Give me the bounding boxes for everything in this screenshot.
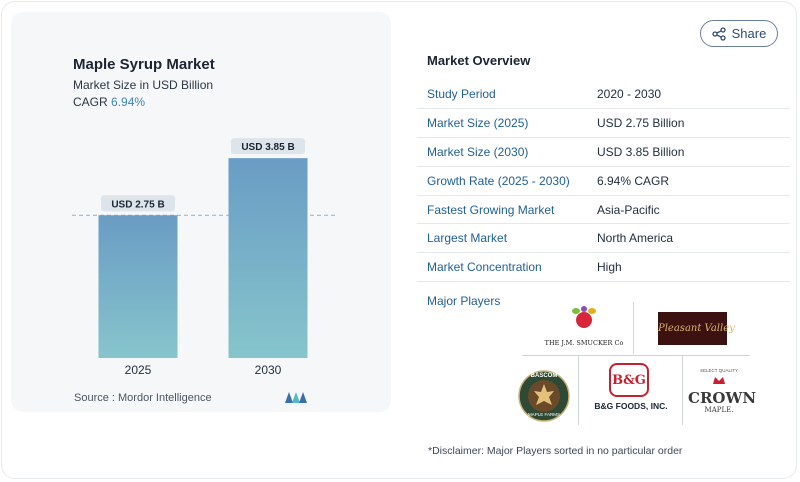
bascom-bottom-text: MAPLE FARMS bbox=[527, 412, 560, 417]
bascom-badge-icon bbox=[518, 370, 570, 422]
data-label: USD 2.75 B bbox=[111, 199, 164, 210]
pleasant-valley-logo: Pleasant Valley bbox=[658, 312, 735, 345]
overview-value: 2020 - 2030 bbox=[597, 86, 662, 101]
overview-key: Growth Rate (2025 - 2030) bbox=[427, 173, 570, 188]
bar-chart: USD 2.75 B 2025 USD 3.85 B 2030 bbox=[72, 138, 338, 377]
overview-key: Fastest Growing Market bbox=[427, 202, 555, 217]
x-tick-label: 2025 bbox=[125, 363, 152, 377]
overview-value: USD 2.75 Billion bbox=[597, 115, 685, 130]
overview-row: Market Size (2025) USD 2.75 Billion bbox=[417, 109, 790, 138]
source-note: Source : Mordor Intelligence bbox=[74, 392, 212, 404]
share-icon bbox=[711, 26, 726, 41]
cagr-value: 6.94% bbox=[111, 95, 146, 109]
chart-subtitle: Market Size in USD Billion bbox=[73, 78, 214, 92]
data-label-bg bbox=[231, 138, 305, 155]
overview-value: Asia-Pacific bbox=[597, 202, 660, 217]
players-divider bbox=[633, 302, 634, 354]
overview-key: Market Size (2025) bbox=[427, 115, 529, 130]
players-divider bbox=[522, 355, 750, 356]
crown-sub: MAPLE. bbox=[704, 406, 734, 414]
overview-row: Study Period 2020 - 2030 bbox=[417, 80, 790, 109]
overview-row: Largest Market North America bbox=[417, 224, 790, 254]
overview-table: Study Period 2020 - 2030 Market Size (20… bbox=[417, 80, 790, 283]
crown-name: CROWN bbox=[688, 389, 757, 407]
overview-title: Market Overview bbox=[427, 53, 531, 68]
overview-key: Largest Market bbox=[427, 231, 508, 246]
bg-mark: B&G bbox=[612, 372, 646, 388]
overview-row: Fastest Growing Market Asia-Pacific bbox=[417, 196, 790, 225]
share-button[interactable]: Share bbox=[700, 20, 778, 47]
players-divider bbox=[578, 355, 579, 425]
disclaimer-note: *Disclaimer: Major Players sorted in no … bbox=[428, 445, 683, 457]
x-tick-label: 2030 bbox=[255, 363, 282, 377]
strawberry-icon bbox=[572, 306, 596, 328]
bar-2025 bbox=[98, 215, 178, 358]
crown-icon bbox=[713, 377, 725, 384]
overview-value: High bbox=[597, 260, 622, 275]
overview-value: USD 3.85 Billion bbox=[597, 144, 685, 159]
overview-key: Market Size (2030) bbox=[427, 144, 529, 159]
crown-top-text: SELECT QUALITY bbox=[700, 368, 738, 373]
crown-maple-logo: SELECT QUALITY CROWN MAPLE. bbox=[688, 368, 757, 420]
overview-key: Market Concentration bbox=[427, 260, 542, 275]
smucker-name: THE J.M. SMUCKER Co bbox=[544, 339, 624, 347]
overview-row: Market Size (2030) USD 3.85 Billion bbox=[417, 138, 790, 167]
data-label: USD 3.85 B bbox=[241, 142, 294, 153]
mordor-logo-icon bbox=[285, 392, 307, 403]
chart-card bbox=[11, 12, 391, 412]
pleasant-valley-name: Pleasant Valley bbox=[658, 323, 735, 334]
data-label-bg bbox=[101, 195, 175, 212]
chart-cagr: CAGR 6.94% bbox=[73, 95, 145, 109]
chart-title: Maple Syrup Market bbox=[73, 56, 215, 73]
share-label: Share bbox=[731, 26, 767, 41]
overview-key: Study Period bbox=[427, 86, 496, 101]
overview-value: 6.94% CAGR bbox=[597, 173, 670, 188]
players-divider bbox=[682, 355, 683, 425]
bar-2030 bbox=[228, 158, 308, 358]
bg-foods-logo: B&G B&G FOODS, INC. bbox=[590, 361, 672, 419]
overview-row: Growth Rate (2025 - 2030) 6.94% CAGR bbox=[417, 167, 790, 196]
bg-name: B&G FOODS, INC. bbox=[594, 401, 668, 411]
bascom-top-text: BASCOM bbox=[530, 373, 558, 379]
overview-row: Market Concentration High bbox=[417, 253, 790, 283]
bg-mark-box: B&G bbox=[609, 363, 649, 397]
major-players-label: Major Players bbox=[427, 294, 501, 308]
overview-value: North America bbox=[597, 231, 674, 246]
cagr-label: CAGR bbox=[73, 95, 108, 109]
bascom-logo: BASCOM MAPLE FARMS bbox=[518, 370, 570, 422]
smucker-logo: THE J.M. SMUCKER Co bbox=[540, 304, 628, 347]
